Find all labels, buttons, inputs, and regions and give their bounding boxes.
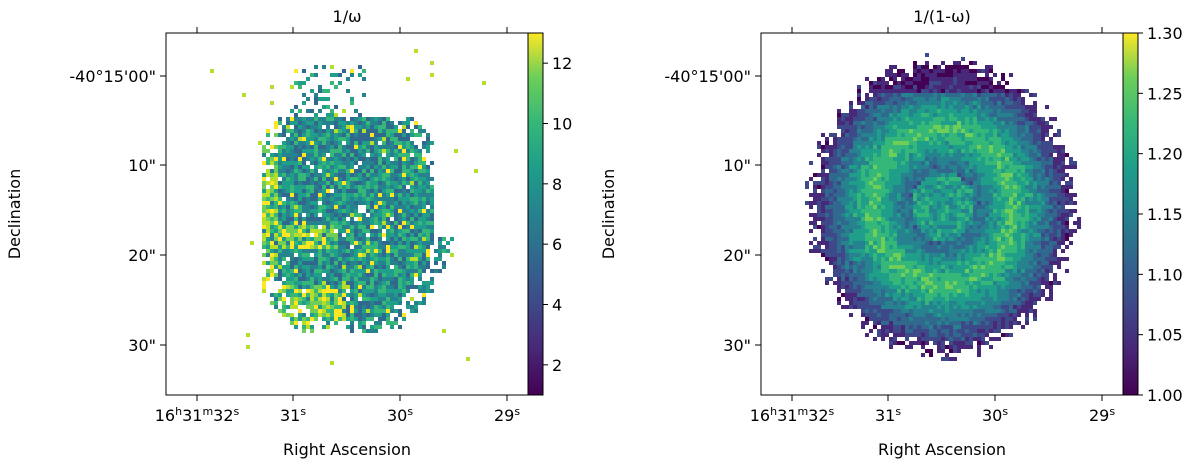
right-xtick-0: 16h31m32s	[750, 405, 835, 425]
right-map	[805, 53, 1081, 361]
colorbar-tick-label: 6	[552, 235, 562, 254]
right-xtick-3: 29s	[1089, 405, 1115, 425]
left-xtick-3: 29s	[494, 405, 520, 425]
right-y-ticks	[755, 75, 761, 346]
colorbar-tick-label: 1.10	[1147, 265, 1183, 284]
left-y-ticks	[160, 75, 166, 346]
left-x-ticks	[196, 27, 508, 401]
left-ytick-3: 30"	[128, 336, 156, 355]
left-colorbar-gradient	[527, 32, 544, 396]
colorbar-tick-label: 12	[552, 54, 572, 73]
colorbar-tick-label: 1.05	[1147, 326, 1183, 345]
left-panel: 1/ω -40°15'00" 10" 20" 30" 16h31m32s 31s…	[5, 7, 572, 459]
right-ytick-0: -40°15'00"	[664, 67, 751, 86]
right-ytick-1: 10"	[723, 156, 751, 175]
right-title: 1/(1-ω)	[913, 7, 970, 26]
left-ylabel: Declination	[5, 169, 24, 259]
right-ylabel: Declination	[599, 169, 618, 259]
right-x-ticks	[791, 27, 1103, 401]
colorbar-tick-label: 2	[552, 356, 562, 375]
colorbar-tick-label: 8	[552, 175, 562, 194]
right-xtick-1: 31s	[875, 405, 901, 425]
left-xtick-0: 16h31m32s	[155, 405, 240, 425]
left-ytick-1: 10"	[128, 156, 156, 175]
colorbar-tick-label: 1.25	[1147, 84, 1183, 103]
left-xtick-1: 31s	[280, 405, 306, 425]
left-ytick-0: -40°15'00"	[69, 67, 156, 86]
left-colorbar-ticks: 2 4 6 8 10 12	[543, 54, 572, 375]
colorbar-tick-label: 1.30	[1147, 24, 1183, 43]
colorbar-tick-label: 10	[552, 115, 572, 134]
colorbar-tick-label: 1.00	[1147, 386, 1183, 405]
colorbar-tick-label: 1.20	[1147, 145, 1183, 164]
left-xlabel: Right Ascension	[283, 440, 411, 459]
right-panel: 1/(1-ω) -40°15'00" 10" 20" 30" 16h31m32s…	[599, 7, 1183, 459]
right-colorbar-gradient	[1122, 32, 1139, 396]
left-colorbar: 2 4 6 8 10 12	[527, 32, 572, 396]
left-xtick-2: 30s	[387, 405, 413, 425]
left-map	[210, 49, 486, 365]
right-ytick-2: 20"	[723, 246, 751, 265]
right-xlabel: Right Ascension	[878, 440, 1006, 459]
colorbar-tick-label: 4	[552, 296, 562, 315]
right-xtick-2: 30s	[982, 405, 1008, 425]
right-colorbar: 1.00 1.05 1.10 1.15 1.20 1.25 1.30	[1122, 24, 1183, 405]
colorbar-tick-label: 1.15	[1147, 205, 1183, 224]
right-ytick-3: 30"	[723, 336, 751, 355]
left-title: 1/ω	[333, 7, 362, 26]
right-colorbar-ticks: 1.00 1.05 1.10 1.15 1.20 1.25 1.30	[1138, 24, 1183, 405]
left-ytick-2: 20"	[128, 246, 156, 265]
